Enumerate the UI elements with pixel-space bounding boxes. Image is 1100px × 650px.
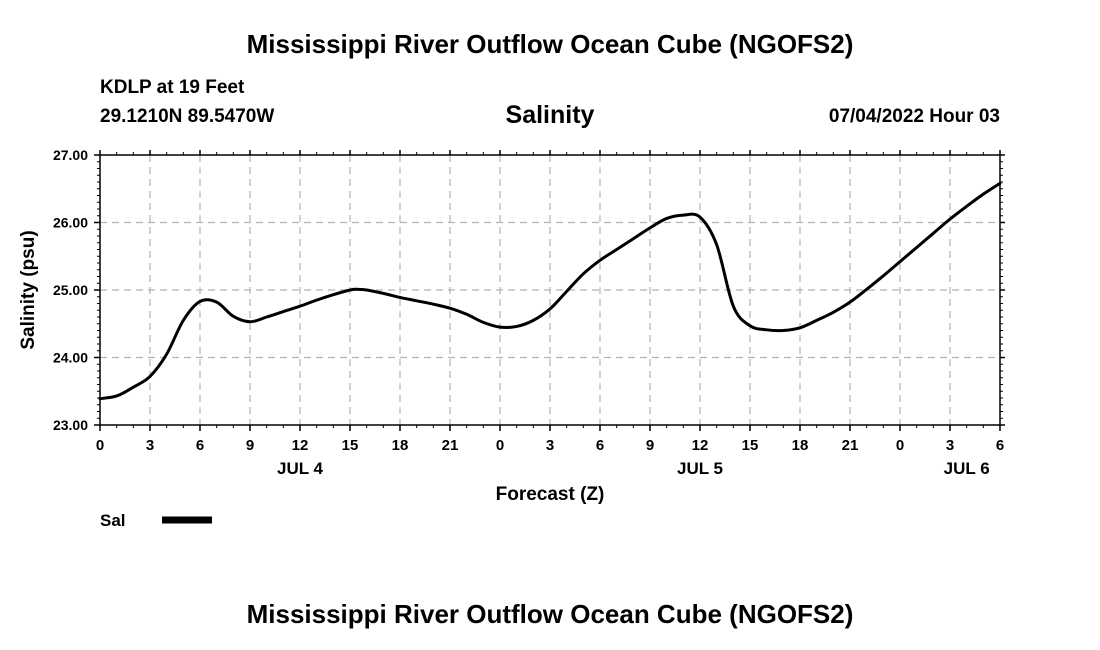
x-tick-label: 21 [442, 437, 459, 454]
y-axis-title: Salinity (psu) [18, 230, 39, 349]
chart-title: Mississippi River Outflow Ocean Cube (NG… [246, 29, 854, 59]
x-tick-label: 12 [292, 437, 309, 454]
x-tick-label: 3 [946, 437, 954, 454]
x-tick-label: 6 [196, 437, 204, 454]
x-tick-label: 18 [792, 437, 809, 454]
x-tick-label: 3 [146, 437, 154, 454]
y-tick-label: 26.00 [53, 215, 88, 231]
x-tick-label: 6 [596, 437, 604, 454]
x-tick-label: 18 [392, 437, 409, 454]
x-tick-label: 9 [646, 437, 654, 454]
y-tick-label: 24.00 [53, 350, 88, 366]
x-tick-label: 15 [742, 437, 759, 454]
x-tick-label: 0 [896, 437, 904, 454]
x-tick-label: 21 [842, 437, 859, 454]
station-label: KDLP at 19 Feet [100, 77, 245, 98]
coordinates-label: 29.1210N 89.5470W [100, 106, 275, 127]
axes: 0 3 6 9 12 15 18 21 0 3 6 9 12 15 18 21 0 3 6 23.00 24.00 25.… [53, 147, 1005, 478]
series-line-sal [98, 181, 1002, 401]
y-tick-label: 25.00 [53, 282, 88, 298]
x-tick-label: 0 [96, 437, 104, 454]
x-tick-label: 15 [342, 437, 359, 454]
legend-label-sal: Sal [100, 511, 126, 530]
day-label: JUL 6 [944, 459, 990, 478]
legend: Sal [100, 511, 212, 530]
chart-subtitle: Salinity [505, 101, 595, 129]
day-label: JUL 5 [677, 459, 723, 478]
x-tick-label: 9 [246, 437, 254, 454]
x-tick-label: 0 [496, 437, 504, 454]
x-tick-label: 3 [546, 437, 554, 454]
y-tick-label: 27.00 [53, 147, 88, 163]
x-tick-label: 6 [996, 437, 1004, 454]
day-label: JUL 4 [277, 459, 324, 478]
x-axis-title: Forecast (Z) [496, 484, 605, 505]
y-tick-label: 23.00 [53, 417, 88, 433]
datetime-label: 07/04/2022 Hour 03 [828, 106, 1000, 127]
footer-title: Mississippi River Outflow Ocean Cube (NG… [246, 599, 854, 629]
x-tick-label: 12 [692, 437, 709, 454]
